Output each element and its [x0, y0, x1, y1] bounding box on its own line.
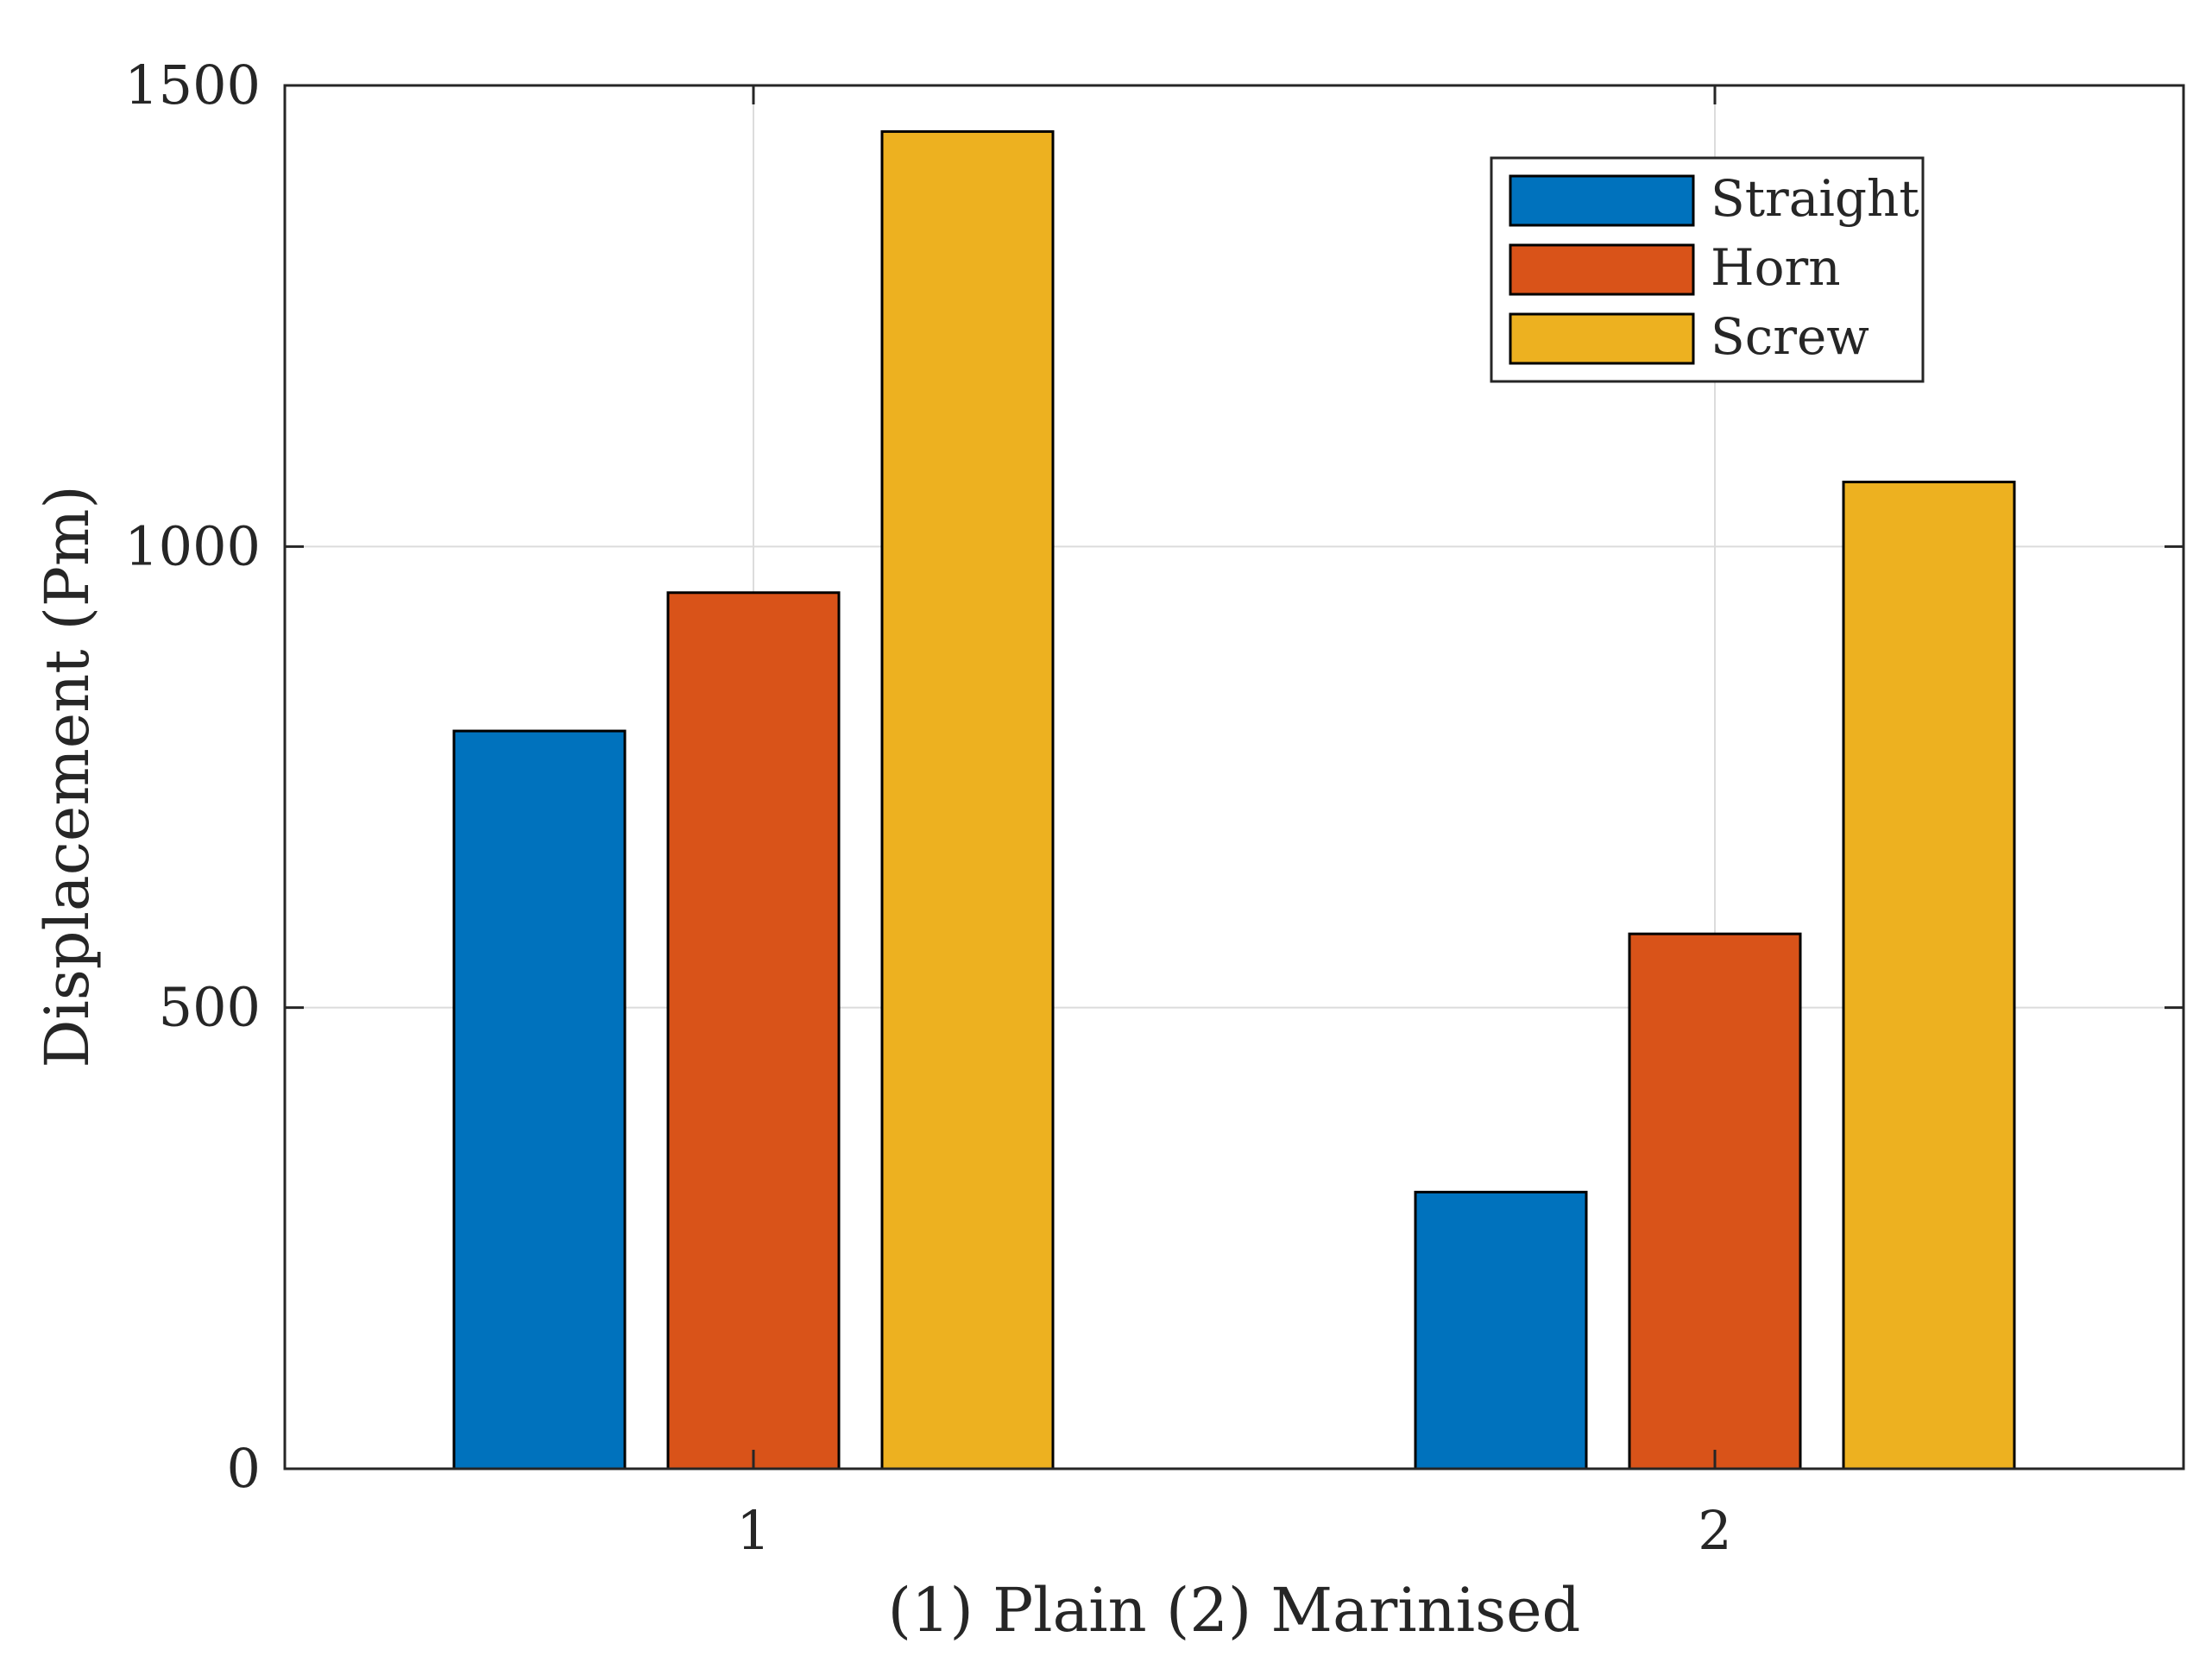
bar-screw-2	[1842, 481, 2016, 1470]
y-tick-label: 0	[227, 1437, 261, 1500]
legend-swatch-straight	[1509, 174, 1695, 227]
bar-horn-2	[1628, 932, 1802, 1470]
plot-frame	[283, 84, 2185, 1470]
bar-screw-1	[880, 129, 1055, 1470]
bar-straight-1	[452, 729, 627, 1470]
legend-label-horn: Horn	[1711, 238, 1841, 297]
x-tick-label: 2	[1698, 1499, 1731, 1562]
legend-label-screw: Screw	[1711, 307, 1869, 366]
legend: Straight Horn Screw	[1490, 156, 1925, 383]
bar-horn-1	[666, 591, 841, 1470]
axis-ticks	[285, 84, 2184, 1470]
y-axis-label: Displacement (Pm)	[32, 485, 103, 1067]
y-tick-label: 500	[159, 976, 261, 1039]
x-axis-label: (1) Plain (2) Marinised	[888, 1575, 1581, 1646]
y-tick-label: 1000	[124, 514, 261, 577]
legend-swatch-horn	[1509, 243, 1695, 296]
x-tick-label: 1	[736, 1499, 770, 1562]
legend-label-straight: Straight	[1711, 169, 1919, 228]
legend-swatch-screw	[1509, 312, 1695, 365]
bar-straight-2	[1414, 1190, 1588, 1470]
y-tick-label: 1500	[124, 54, 261, 116]
